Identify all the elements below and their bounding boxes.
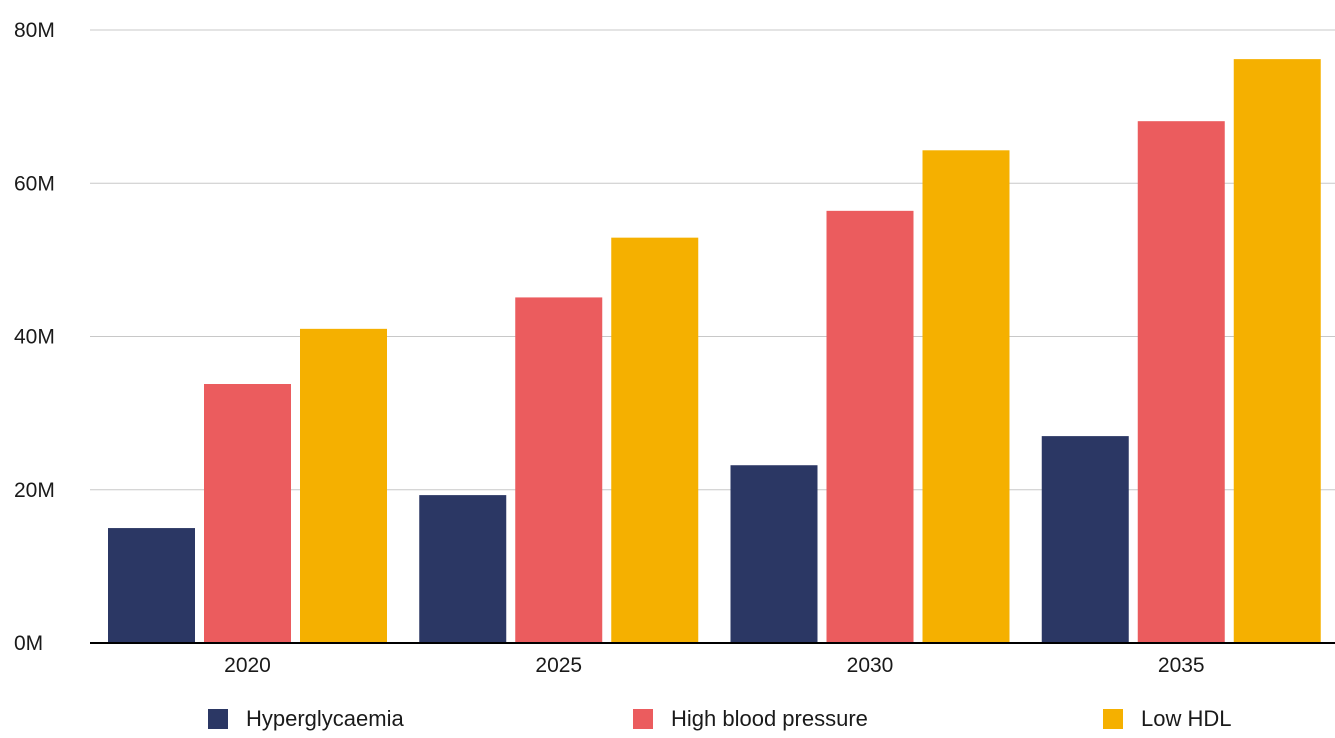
y-tick-label-40m: 40M [14, 326, 55, 349]
bar-low-hdl-2030 [922, 150, 1010, 643]
legend-label-low-hdl: Low HDL [1141, 706, 1232, 731]
x-axis-labels: 2020 2025 2030 2035 [224, 654, 1204, 677]
legend: Hyperglycaemia High blood pressure Low H… [0, 706, 1335, 738]
bar-high-blood-pressure-2030 [826, 210, 914, 643]
bar-high-blood-pressure-2025 [515, 297, 603, 643]
bar-low-hdl-2035 [1233, 59, 1321, 644]
legend-label-high-blood-pressure: High blood pressure [671, 706, 868, 731]
legend-item-high-blood-pressure: High blood pressure [633, 706, 868, 732]
legend-swatch-low-hdl [1103, 709, 1123, 729]
bar-hyperglycaemia-2025 [419, 495, 507, 643]
bar-low-hdl-2020 [300, 328, 387, 643]
x-tick-label-2035: 2035 [1158, 654, 1205, 677]
y-tick-label-0m: 0M [14, 632, 43, 655]
y-tick-label-60m: 60M [14, 172, 55, 195]
x-tick-label-2030: 2030 [847, 654, 894, 677]
x-tick-label-2020: 2020 [224, 654, 271, 677]
bar-low-hdl-2025 [611, 237, 699, 643]
bars [108, 59, 1321, 644]
bar-high-blood-pressure-2020 [204, 384, 291, 643]
legend-label-hyperglycaemia: Hyperglycaemia [246, 706, 404, 731]
y-tick-label-20m: 20M [14, 479, 55, 502]
x-tick-label-2025: 2025 [535, 654, 582, 677]
legend-item-hyperglycaemia: Hyperglycaemia [208, 706, 404, 732]
y-tick-label-80m: 80M [14, 19, 55, 42]
legend-swatch-high-blood-pressure [633, 709, 653, 729]
bar-chart: 0M 20M 40M 60M 80M 2020 2025 2030 2035 [14, 19, 1335, 677]
bar-hyperglycaemia-2030 [730, 465, 818, 643]
bar-hyperglycaemia-2035 [1041, 436, 1129, 643]
y-axis-labels: 0M 20M 40M 60M 80M [14, 19, 55, 655]
legend-swatch-hyperglycaemia [208, 709, 228, 729]
bar-hyperglycaemia-2020 [108, 528, 195, 643]
legend-item-low-hdl: Low HDL [1103, 706, 1231, 732]
bar-high-blood-pressure-2035 [1137, 121, 1225, 644]
